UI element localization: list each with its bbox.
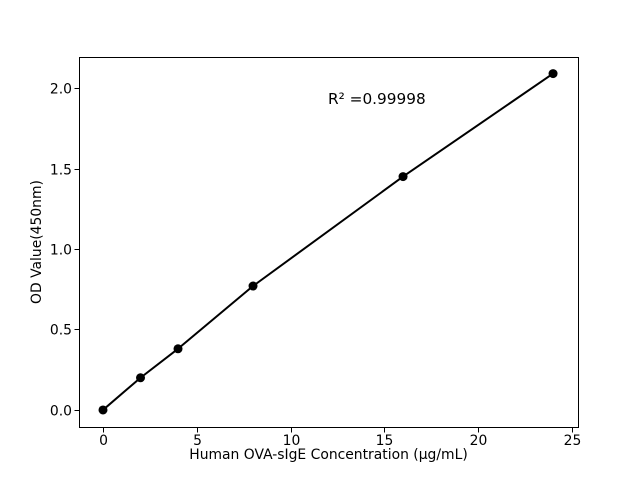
x-tick-label: 20	[470, 433, 488, 449]
x-tick-label: 10	[283, 433, 301, 449]
y-tick-label: 0.5	[50, 322, 72, 338]
x-tick-label: 15	[376, 433, 394, 449]
data-point-marker	[398, 172, 408, 182]
data-point-marker	[136, 373, 146, 383]
data-point-marker	[173, 344, 183, 354]
x-tick-label: 0	[99, 433, 108, 449]
axes-frame	[79, 57, 579, 428]
y-tick-label: 1.5	[50, 162, 72, 178]
data-point-marker	[98, 405, 108, 415]
data-point-marker	[548, 69, 558, 79]
r-squared-annotation: R² =0.99998	[328, 90, 426, 108]
standard-curve-line	[102, 72, 555, 411]
y-tick-label: 0.0	[50, 403, 72, 419]
y-axis-label: OD Value(450nm)	[29, 180, 45, 304]
y-tick-label: 1.0	[50, 242, 72, 258]
x-tick-label: 5	[193, 433, 202, 449]
data-point-marker	[248, 281, 258, 291]
x-axis-label: Human OVA-sIgE Concentration (μg/mL)	[189, 447, 468, 463]
y-tick-label: 2.0	[50, 81, 72, 97]
x-tick-label: 25	[564, 433, 582, 449]
